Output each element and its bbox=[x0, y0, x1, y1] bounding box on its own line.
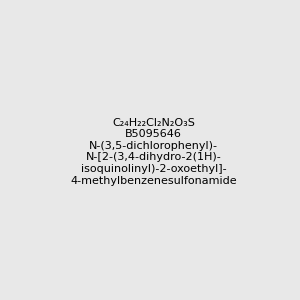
Text: C₂₄H₂₂Cl₂N₂O₃S
B5095646
N-(3,5-dichlorophenyl)-
N-[2-(3,4-dihydro-2(1H)-
isoquin: C₂₄H₂₂Cl₂N₂O₃S B5095646 N-(3,5-dichlorop… bbox=[70, 118, 237, 185]
